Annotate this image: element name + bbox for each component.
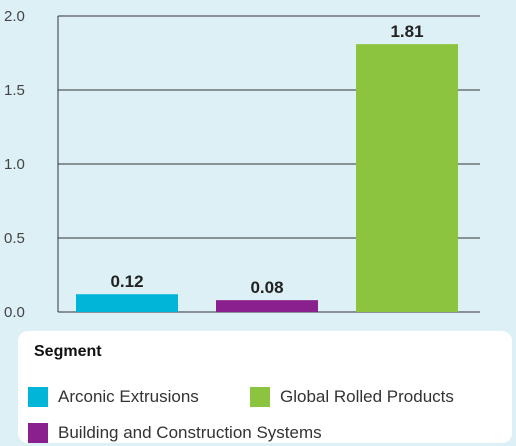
legend-item-arconic-extrusions: Arconic Extrusions (28, 387, 199, 407)
y-tick-label: 1.0 (4, 156, 25, 173)
y-axis: 0.0 0.5 1.0 1.5 2.0 (4, 8, 59, 321)
bar-global-rolled-products (356, 44, 458, 313)
legend-label: Arconic Extrusions (58, 387, 199, 406)
legend-label: Global Rolled Products (280, 387, 454, 406)
legend: Segment Arconic Extrusions Global Rolled… (18, 331, 512, 443)
legend-swatch (28, 387, 48, 407)
y-tick-label: 1.5 (4, 82, 25, 99)
bar-arconic-extrusions (76, 294, 178, 312)
legend-swatch (250, 387, 270, 407)
y-tick-label: 0.5 (4, 230, 25, 247)
data-label: 1.81 (390, 22, 423, 41)
legend-item-global-rolled-products: Global Rolled Products (250, 387, 454, 407)
bar-chart: 0.0 0.5 1.0 1.5 2.0 0.12 0.08 1.81 (4, 8, 480, 321)
legend-item-building-and-construction-systems: Building and Construction Systems (28, 423, 322, 443)
bar-building-and-construction-systems (216, 300, 318, 312)
data-label: 0.12 (110, 272, 143, 291)
legend-swatch (28, 423, 48, 443)
y-tick-label: 2.0 (4, 8, 25, 25)
data-labels: 0.12 0.08 1.81 (110, 22, 423, 297)
y-tick-label: 0.0 (4, 304, 25, 321)
bars (76, 44, 458, 313)
data-label: 0.08 (250, 278, 283, 297)
legend-label: Building and Construction Systems (58, 423, 322, 442)
legend-title: Segment (34, 343, 102, 360)
